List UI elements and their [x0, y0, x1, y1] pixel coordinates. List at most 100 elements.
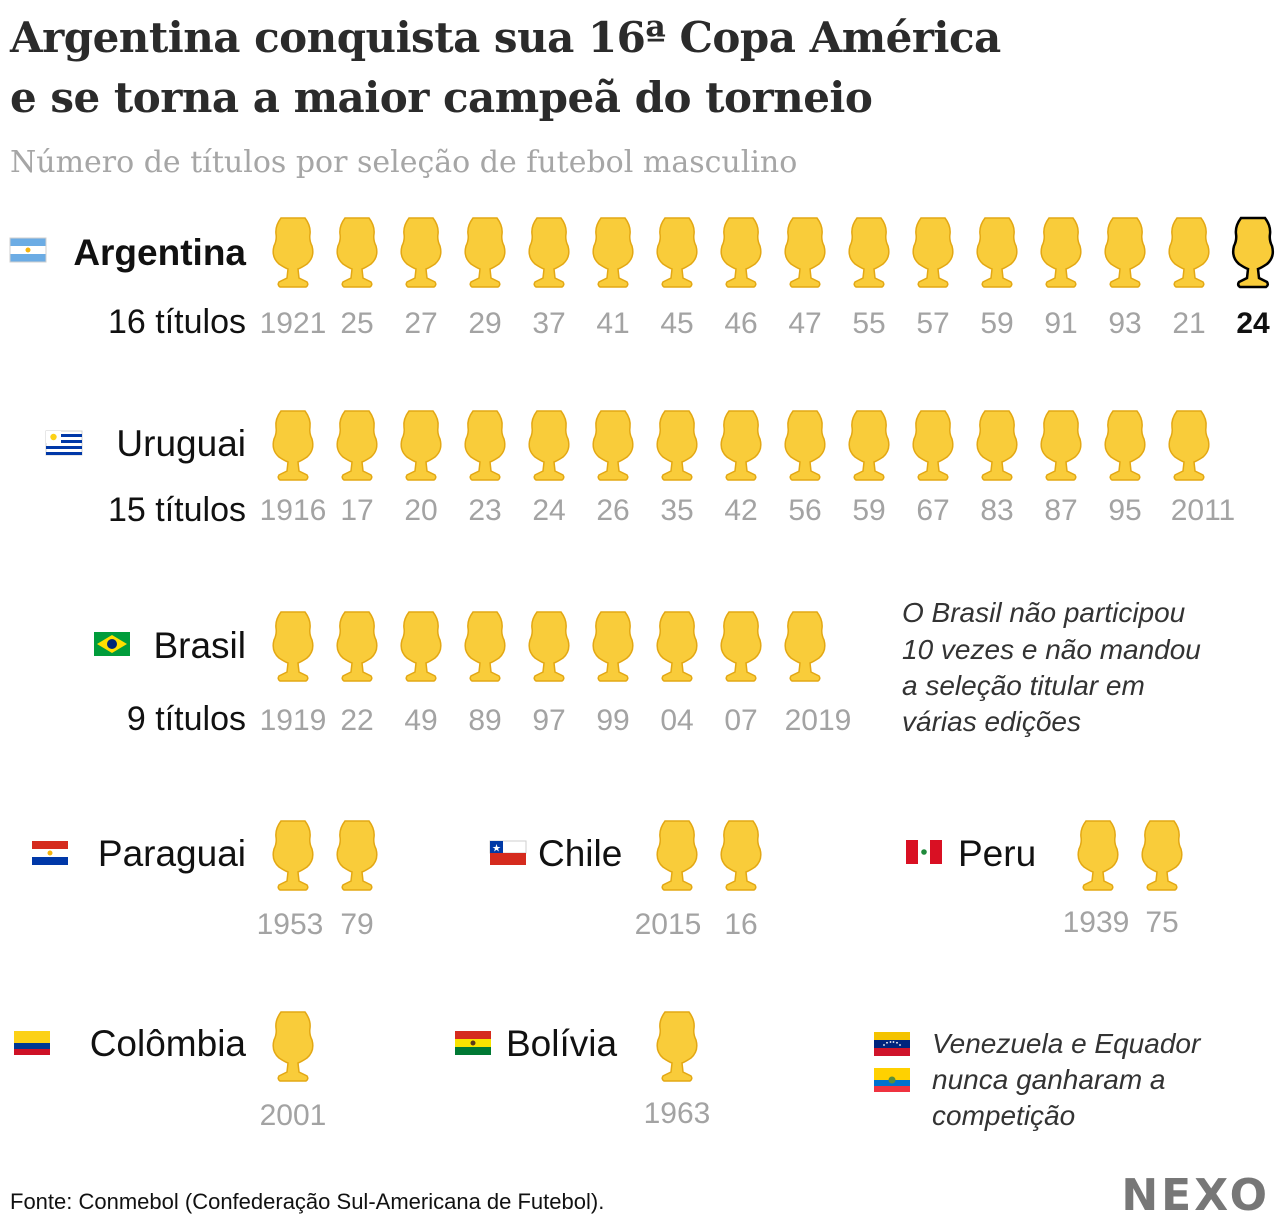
year-label-uruguai-6: 26: [596, 494, 629, 527]
never-won-note-line-3: competição: [932, 1100, 1075, 1131]
trophy-icon-peru-2: [1141, 820, 1183, 891]
year-label-brasil-9: 2019: [785, 704, 852, 737]
year-label-argentina-10: 55: [852, 307, 885, 340]
trophy-icon-peru-1: [1077, 820, 1119, 891]
year-label-argentina-11: 57: [916, 307, 949, 340]
never-won-note-line-2: nunca ganharam a: [932, 1064, 1166, 1095]
year-label-argentina-14: 93: [1108, 307, 1141, 340]
year-label-uruguai-11: 67: [916, 494, 949, 527]
trophy-icon-uruguai-6: [592, 410, 634, 481]
year-label-argentina-16: 24: [1236, 307, 1270, 340]
trophy-icon-uruguai-1: [272, 410, 314, 481]
year-label-brasil-5: 97: [532, 704, 565, 737]
year-label-uruguai-7: 35: [660, 494, 693, 527]
brazil-flag: [94, 632, 130, 656]
trophy-icon-chile-2: [720, 820, 762, 891]
trophy-icon-uruguai-14: [1104, 410, 1146, 481]
brasil-note-line-4: várias edições: [902, 706, 1081, 737]
paraguay-flag: [32, 841, 68, 865]
country-label-paraguai: Paraguai: [98, 833, 246, 874]
colombia-flag: [14, 1031, 50, 1055]
ecuador-flag: [874, 1068, 910, 1092]
trophy-icon-argentina-7: [656, 217, 698, 288]
trophy-icon-uruguai-12: [976, 410, 1018, 481]
trophy-icon-colombia-1: [272, 1011, 314, 1082]
year-label-chile-2: 16: [724, 908, 757, 941]
trophy-icon-argentina-2: [336, 217, 378, 288]
year-label-argentina-8: 46: [724, 307, 757, 340]
year-label-bolivia-1: 1963: [644, 1097, 711, 1130]
year-label-uruguai-3: 20: [404, 494, 437, 527]
trophy-icon-bolivia-1: [656, 1011, 698, 1082]
trophy-icon-argentina-16: [1231, 216, 1275, 289]
trophy-icon-brasil-9: [784, 611, 826, 682]
year-label-brasil-8: 07: [724, 704, 757, 737]
country-label-uruguai: Uruguai: [116, 423, 246, 464]
year-label-argentina-1: 1921: [260, 307, 327, 340]
year-label-brasil-2: 22: [340, 704, 373, 737]
title-count-uruguai: 15 títulos: [108, 491, 246, 529]
trophy-icon-uruguai-11: [912, 410, 954, 481]
bolivia-flag: [455, 1031, 491, 1055]
country-label-peru: Peru: [958, 833, 1036, 874]
year-label-uruguai-2: 17: [340, 494, 373, 527]
trophy-icon-argentina-1: [272, 217, 314, 288]
trophy-icon-uruguai-3: [400, 410, 442, 481]
year-label-peru-2: 75: [1145, 906, 1178, 939]
trophy-icon-brasil-5: [528, 611, 570, 682]
trophy-icon-uruguai-15: [1168, 410, 1210, 481]
brasil-note-line-1: O Brasil não participou: [902, 597, 1186, 628]
year-label-paraguai-1: 1953: [257, 908, 324, 941]
trophy-icon-argentina-3: [400, 217, 442, 288]
brasil-note-line-3: a seleção titular em: [902, 670, 1145, 701]
year-label-uruguai-12: 83: [980, 494, 1013, 527]
trophy-icon-argentina-15: [1168, 217, 1210, 288]
trophy-icon-brasil-2: [336, 611, 378, 682]
chart-title-line-2: e se torna a maior campeã do torneio: [10, 73, 872, 122]
year-label-argentina-15: 21: [1172, 307, 1205, 340]
year-label-brasil-6: 99: [596, 704, 629, 737]
pictogram-marks: 1921 25 27 29 37 41 45 46 47 55 57 59 91 93 21 24 1916 17…: [257, 216, 1275, 1132]
trophy-icon-paraguai-2: [336, 820, 378, 891]
year-label-paraguai-2: 79: [340, 908, 373, 941]
trophy-icon-brasil-7: [656, 611, 698, 682]
year-label-uruguai-9: 56: [788, 494, 821, 527]
year-label-uruguai-13: 87: [1044, 494, 1077, 527]
chile-flag: [489, 840, 527, 865]
year-label-argentina-5: 37: [532, 307, 565, 340]
chart-title-line-1: Argentina conquista sua 16ª Copa América: [9, 13, 1001, 62]
trophy-icon-brasil-6: [592, 611, 634, 682]
nexo-logo: NEXO: [1121, 1170, 1270, 1220]
year-label-argentina-4: 29: [468, 307, 501, 340]
trophy-icon-paraguai-1: [272, 820, 314, 891]
year-label-chile-1: 2015: [635, 908, 702, 941]
year-label-uruguai-4: 23: [468, 494, 501, 527]
year-label-uruguai-15: 2011: [1171, 494, 1236, 527]
trophy-icon-argentina-12: [976, 217, 1018, 288]
trophy-icon-brasil-8: [720, 611, 762, 682]
year-label-argentina-13: 91: [1044, 307, 1077, 340]
trophy-icon-argentina-4: [464, 217, 506, 288]
trophy-icon-uruguai-10: [848, 410, 890, 481]
trophy-icon-chile-1: [656, 820, 698, 891]
year-label-argentina-7: 45: [660, 307, 693, 340]
year-label-brasil-4: 89: [468, 704, 501, 737]
trophy-icon-argentina-10: [848, 217, 890, 288]
year-label-uruguai-1: 1916: [260, 494, 327, 527]
trophy-icon-brasil-1: [272, 611, 314, 682]
title-count-argentina: 16 títulos: [108, 303, 246, 341]
trophy-icon-uruguai-2: [336, 410, 378, 481]
chart-subtitle: Número de títulos por seleção de futebol…: [10, 145, 797, 180]
year-label-uruguai-5: 24: [532, 494, 565, 527]
trophy-icon-argentina-5: [528, 217, 570, 288]
year-label-brasil-3: 49: [404, 704, 437, 737]
year-label-argentina-2: 25: [340, 307, 373, 340]
trophy-icon-uruguai-5: [528, 410, 570, 481]
trophy-icon-argentina-8: [720, 217, 762, 288]
trophy-icon-argentina-11: [912, 217, 954, 288]
year-label-uruguai-14: 95: [1108, 494, 1141, 527]
country-label-bolivia: Bolívia: [506, 1023, 617, 1064]
year-label-uruguai-10: 59: [852, 494, 885, 527]
year-label-uruguai-8: 42: [724, 494, 757, 527]
